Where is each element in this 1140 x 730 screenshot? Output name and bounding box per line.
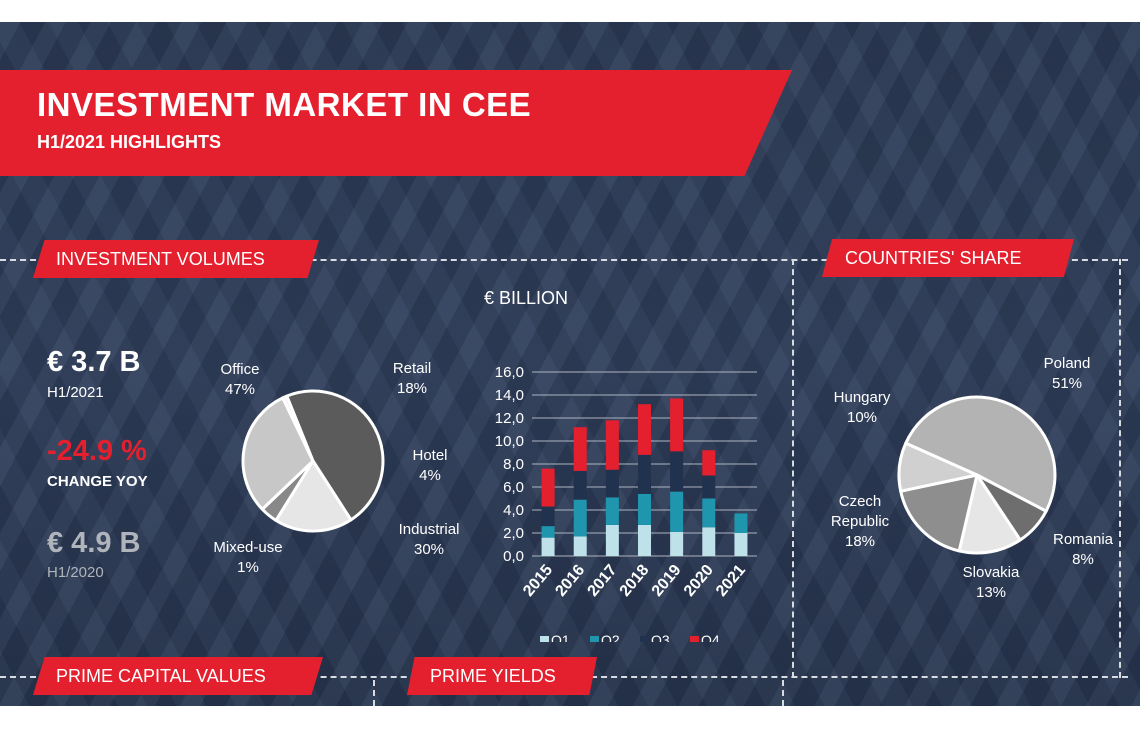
prime-capital-values-tag [33, 657, 323, 695]
bar-2017-q2 [605, 497, 619, 525]
legend-label-q2: Q2 [601, 632, 620, 642]
legend-label-q3: Q3 [651, 632, 670, 642]
bar-ytick-label: 14,0 [495, 387, 524, 404]
bar-ytick-label: 2,0 [503, 525, 524, 542]
bar-xtick-label: 2021 [713, 562, 749, 600]
kpi-previous-period: H1/2020 [47, 564, 104, 581]
sector-slice-retail [274, 459, 353, 533]
sector-label-hotel: Hotel 4% [412, 447, 448, 484]
kpi-current-value: € 3.7 B [47, 346, 141, 378]
countries-share-heading: COUNTRIES' SHARE [845, 248, 1022, 268]
bar-2017-q4 [605, 420, 619, 470]
bar-2017-q1 [605, 524, 619, 556]
bar-2016-q3 [573, 470, 587, 500]
bar-ytick-label: 8,0 [503, 456, 524, 473]
bar-2015-q2 [541, 526, 555, 538]
bar-2018-q3 [638, 454, 651, 494]
bar-ytick-label: 0,0 [503, 548, 524, 565]
countries-share-tag [822, 239, 1074, 277]
divider-countries-right [1119, 259, 1121, 678]
bar-xtick-label: 2017 [585, 562, 621, 600]
legend-label-q4: Q4 [701, 632, 720, 642]
bar-xtick-label: 2019 [649, 562, 685, 600]
bar-2016-q4 [573, 427, 587, 471]
divider-countries-left [792, 259, 794, 678]
kpi-change-value: -24.9 % [47, 435, 147, 467]
prime-yields-tag [407, 657, 597, 695]
prime-capital-values-heading: PRIME CAPITAL VALUES [56, 666, 266, 686]
page-subtitle: H1/2021 HIGHLIGHTS [37, 132, 222, 152]
bar-xtick-label: 2015 [520, 562, 556, 600]
bar-2017-q3 [605, 469, 619, 498]
legend-label-q1: Q1 [551, 632, 570, 642]
bar-2016-q1 [573, 536, 587, 556]
bar-2019-q4 [670, 398, 684, 452]
country-pie-chart [897, 395, 1057, 555]
bar-2021-q2 [734, 513, 748, 533]
country-label-poland: Poland 51% [1043, 355, 1091, 392]
bar-2018-q4 [638, 404, 651, 455]
sector-label-industrial: Industrial 30% [398, 521, 460, 558]
country-label-czech-republic: Czech Republic 18% [830, 493, 890, 550]
sector-label-office: Office 47% [220, 361, 260, 398]
country-label-romania: Romania 8% [1052, 531, 1114, 568]
prime-yields-heading: PRIME YIELDS [430, 666, 556, 686]
volume-bar-chart: 16,0 14,0 12,0 10,0 8,0 6,0 4,0 2,0 0,0 20152016… [495, 364, 757, 642]
bar-2015-q3 [541, 506, 555, 527]
kpi-change-label: CHANGE YOY [47, 473, 148, 490]
country-slice-hungary [897, 441, 979, 493]
bar-ytick-label: 4,0 [503, 502, 524, 519]
country-slice-czech-republic [899, 473, 979, 553]
header-banner [0, 70, 792, 176]
bar-ytick-label: 16,0 [495, 364, 524, 381]
bar-2019-q2 [670, 491, 684, 532]
divider-bottom-right [782, 680, 784, 706]
sector-label-retail: Retail 18% [392, 360, 432, 397]
bar-2020-q4 [702, 450, 716, 476]
legend-swatch-q3 [640, 636, 649, 642]
bar-2016-q2 [573, 499, 587, 537]
infographic-panel: INVESTMENT MARKET IN CEE H1/2021 HIGHLIG… [0, 22, 1140, 706]
divider-bottom-left [373, 680, 375, 706]
sector-label-mixed-use: Mixed-use 1% [213, 539, 283, 576]
bar-2021-q1 [734, 533, 748, 556]
bar-2015-q4 [541, 468, 555, 507]
kpi-previous-value: € 4.9 B [47, 527, 141, 559]
divider-top [0, 259, 1128, 261]
page-title: INVESTMENT MARKET IN CEE [37, 86, 532, 123]
investment-volumes-heading: INVESTMENT VOLUMES [56, 249, 265, 269]
investment-volumes-tag [33, 240, 319, 278]
bar-chart-title: € BILLION [484, 288, 569, 308]
bar-2018-q1 [638, 524, 651, 556]
bar-2018-q2 [638, 493, 651, 525]
bar-2020-q3 [702, 475, 716, 499]
sector-slice-office [285, 389, 385, 522]
legend-swatch-q1 [540, 636, 549, 642]
bar-xtick-label: 2016 [552, 562, 588, 600]
bar-xtick-label: 2018 [617, 562, 653, 600]
bar-ytick-label: 12,0 [495, 410, 524, 427]
legend-swatch-q2 [590, 636, 599, 642]
bar-2019-q3 [670, 451, 684, 492]
bar-2015-q1 [541, 537, 555, 556]
legend-swatch-q4 [690, 636, 699, 642]
bar-ytick-label: 6,0 [503, 479, 524, 496]
bar-2019-q1 [670, 531, 684, 556]
bar-ytick-label: 10,0 [495, 433, 524, 450]
sector-pie-chart [241, 389, 385, 533]
country-slice-poland [904, 395, 1057, 513]
kpi-current-period: H1/2021 [47, 384, 104, 401]
bar-2020-q2 [702, 498, 716, 528]
bar-2020-q1 [702, 527, 716, 556]
sector-slice-mixed-use [281, 394, 315, 463]
bar-xtick-label: 2020 [681, 562, 717, 600]
country-label-slovakia: Slovakia 13% [962, 564, 1020, 601]
country-label-hungary: Hungary 10% [833, 389, 891, 426]
